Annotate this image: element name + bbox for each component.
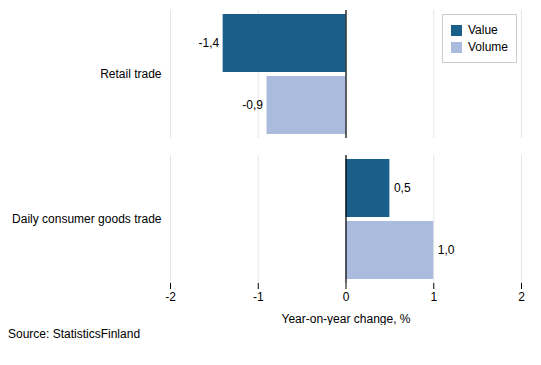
svg-text:Daily consumer goods trade: Daily consumer goods trade xyxy=(12,212,162,226)
svg-text:0,5: 0,5 xyxy=(394,181,411,195)
svg-text:-2: -2 xyxy=(165,290,176,304)
svg-text:2: 2 xyxy=(518,290,525,304)
svg-text:1,0: 1,0 xyxy=(438,243,455,257)
svg-text:1: 1 xyxy=(430,290,437,304)
html-text:Value: Value xyxy=(468,23,498,37)
svg-text:-1: -1 xyxy=(253,290,264,304)
svg-text:-0,9: -0,9 xyxy=(242,98,263,112)
svg-text:Retail trade: Retail trade xyxy=(100,67,162,81)
html-text:Source: StatisticsFinland: Source: StatisticsFinland xyxy=(8,327,141,341)
svg-text:0: 0 xyxy=(343,290,350,304)
svg-text:Year-on-year change, %: Year-on-year change, % xyxy=(282,312,411,326)
svg-text:-1,4: -1,4 xyxy=(198,36,219,50)
html-text:Volume: Volume xyxy=(468,40,508,54)
